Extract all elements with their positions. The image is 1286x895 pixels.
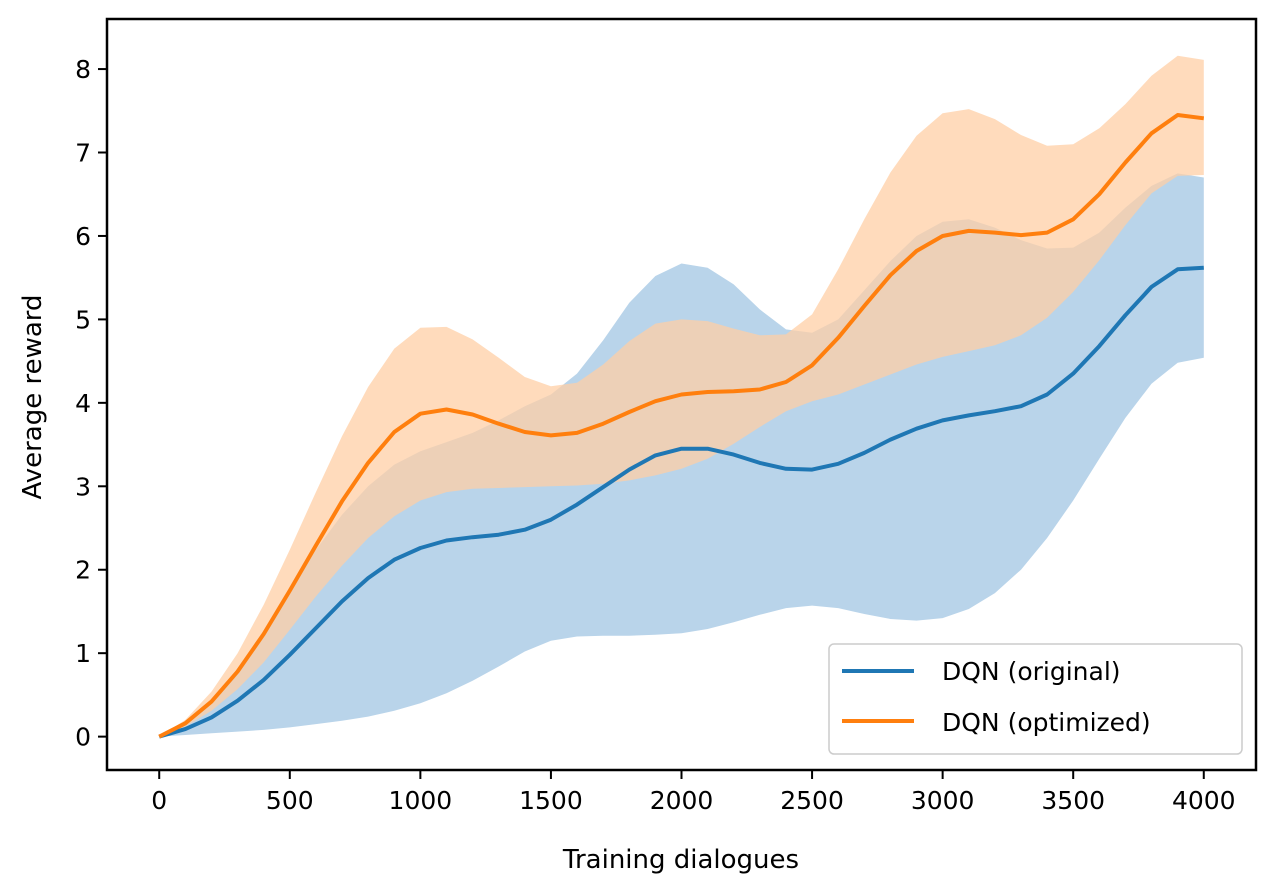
x-axis-ticks: 0 500 1000 1500 2000 2500 3000 3500 4000 [151,770,1236,815]
y-tick-label: 6 [75,222,91,251]
x-tick-label: 500 [266,786,314,815]
y-tick-label: 0 [75,723,91,752]
x-tick-label: 0 [151,786,167,815]
x-tick-label: 1500 [519,786,583,815]
y-tick-label: 7 [75,139,91,168]
x-tick-label: 2000 [650,786,714,815]
x-tick-label: 3500 [1041,786,1105,815]
y-axis-label: Average reward [18,294,48,499]
x-tick-label: 4000 [1172,786,1236,815]
y-tick-label: 8 [75,55,91,84]
x-tick-label: 3000 [911,786,975,815]
series-line-dqn-optimized [158,113,1205,739]
legend: DQN (original) DQN (optimized) [828,643,1243,755]
legend-label-original: DQN (original) [942,657,1121,686]
y-tick-label: 3 [75,472,91,501]
series-lines [158,113,1205,739]
legend-box [828,643,1243,755]
legend-label-optimized: DQN (optimized) [942,708,1151,737]
x-tick-label: 1000 [389,786,453,815]
series-line-dqn-original [158,265,1204,739]
y-tick-label: 1 [75,639,91,668]
y-tick-label: 2 [75,556,91,585]
x-tick-label: 2500 [780,786,844,815]
y-tick-label: 5 [75,305,91,334]
y-tick-label: 4 [75,389,91,418]
x-axis-label: Training dialogues [562,845,799,875]
y-axis-ticks: 0 1 2 3 4 5 6 7 8 [75,55,107,752]
